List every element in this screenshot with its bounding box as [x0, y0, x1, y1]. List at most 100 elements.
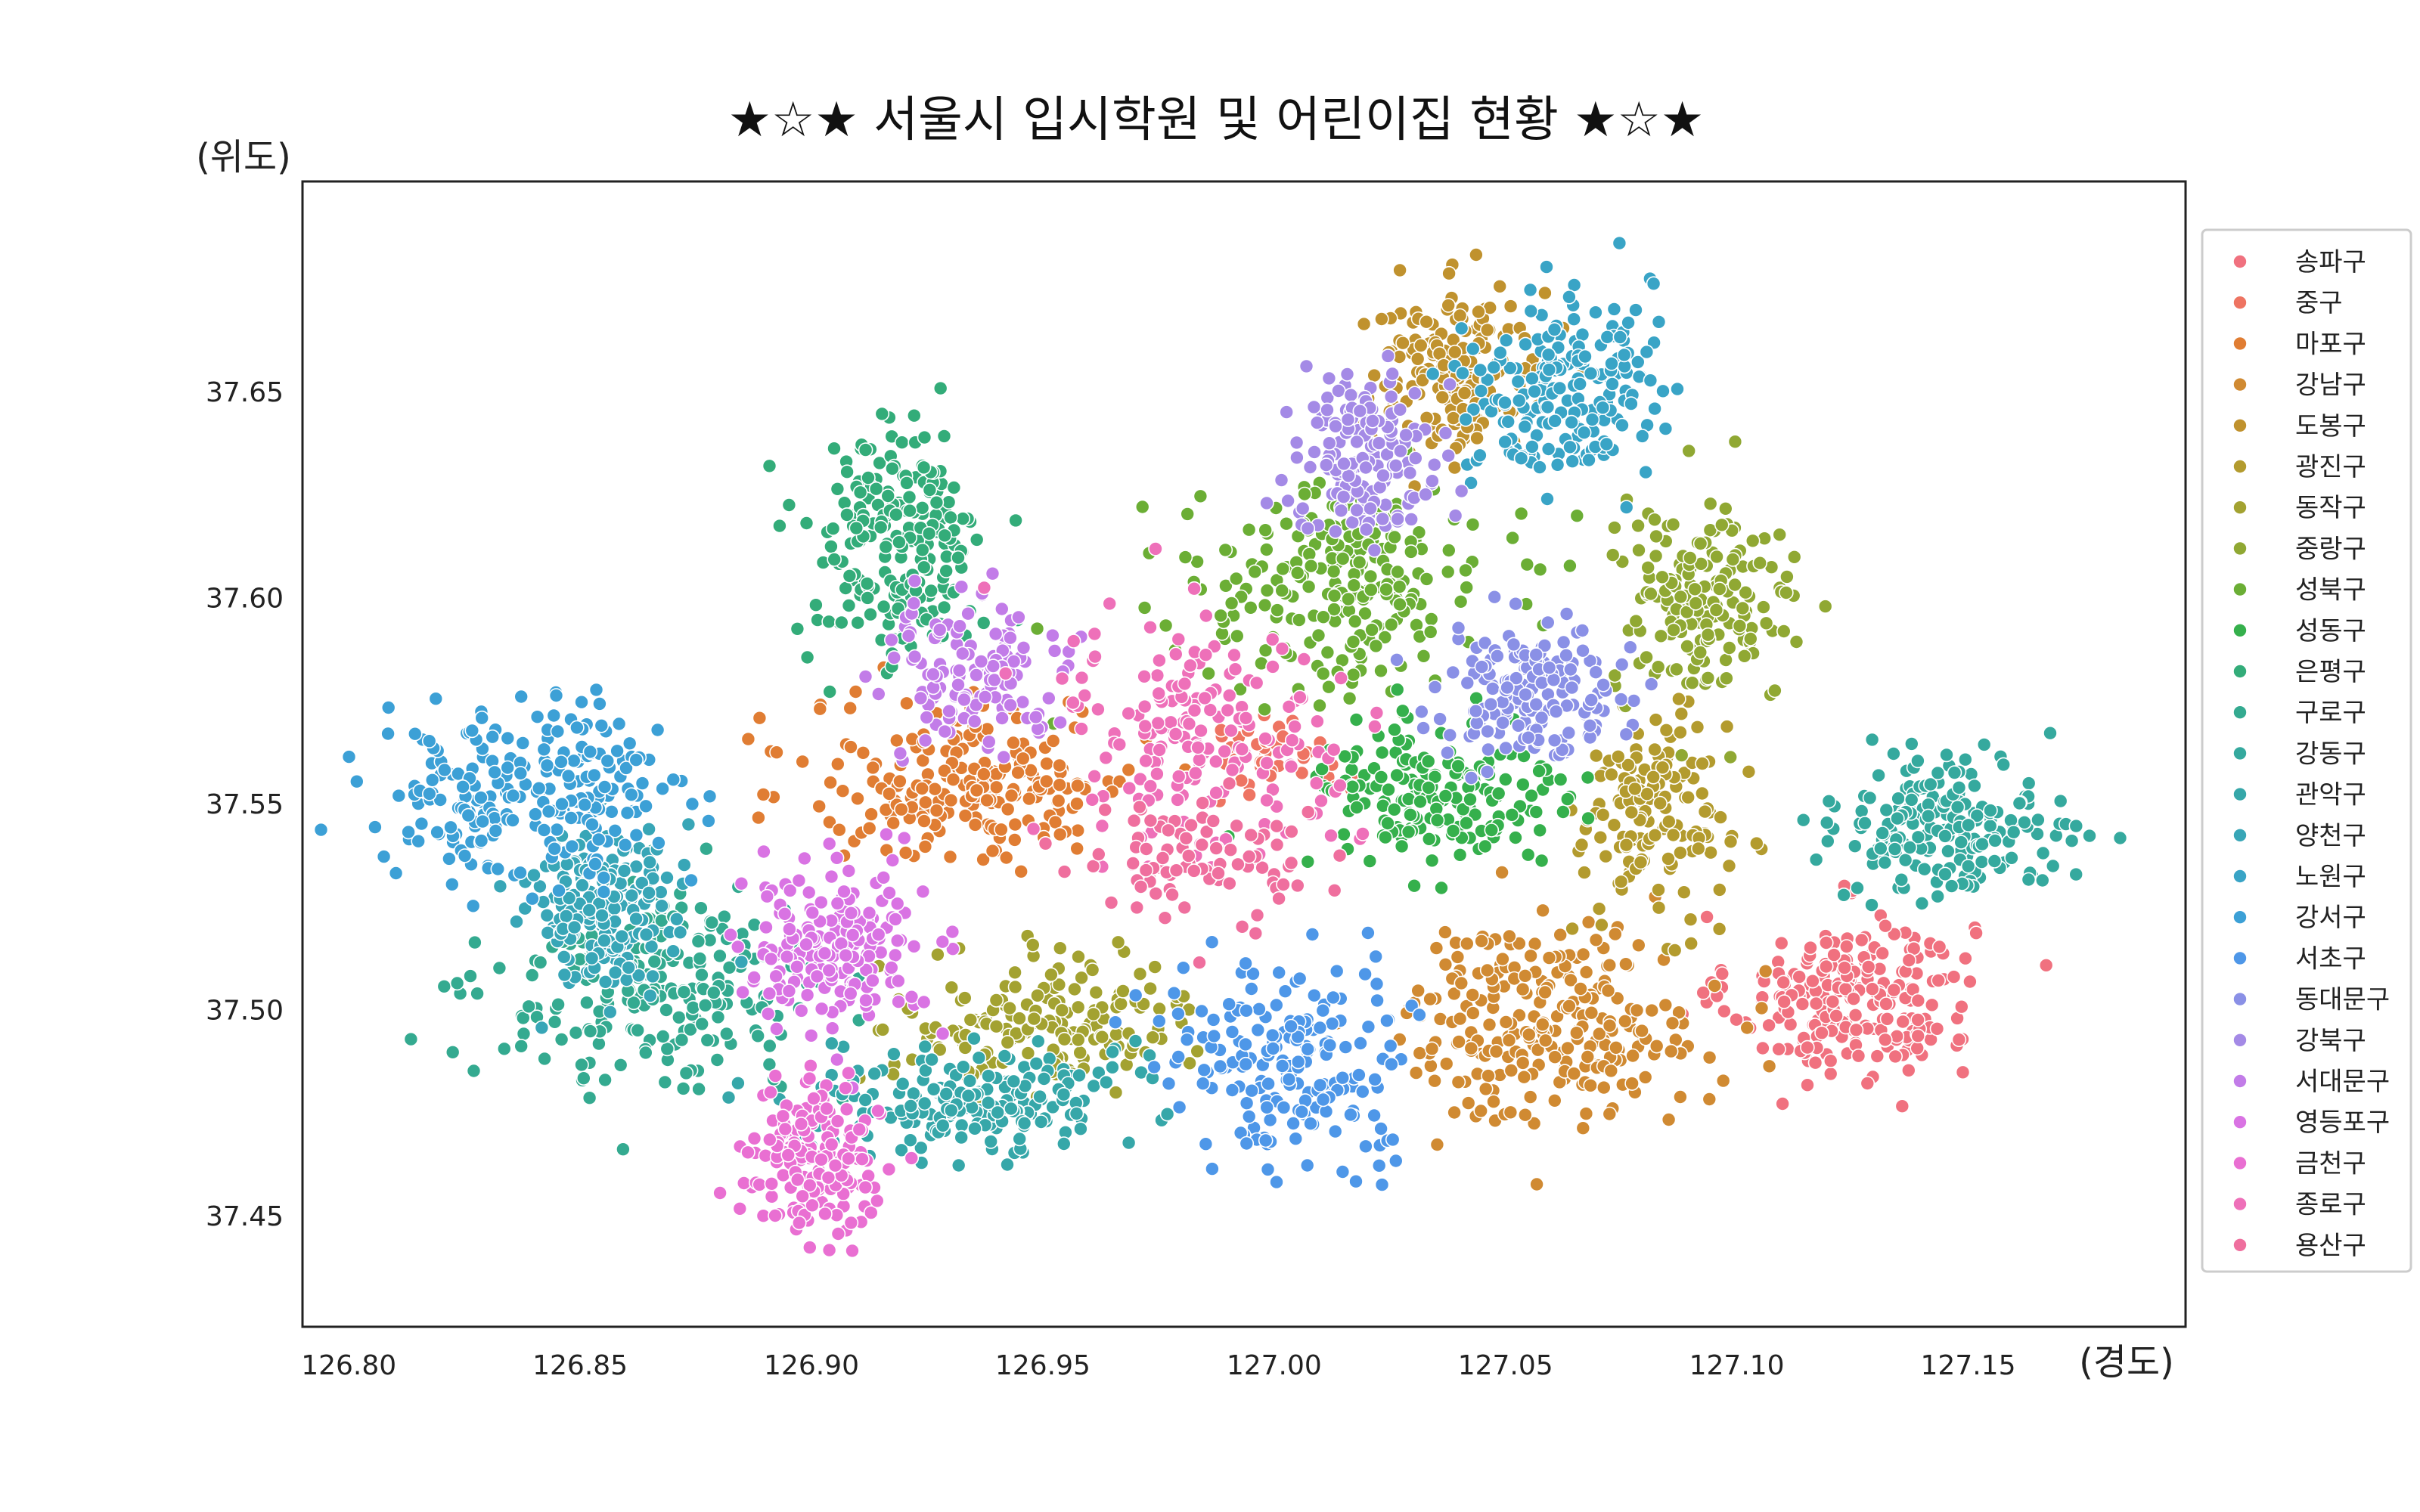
point — [1718, 652, 1733, 668]
point — [1689, 719, 1705, 735]
point — [1408, 1065, 1424, 1080]
point — [1739, 1020, 1754, 1036]
point — [1480, 322, 1495, 338]
point — [977, 689, 993, 705]
legend-marker — [2232, 745, 2248, 761]
point — [1633, 854, 1649, 870]
point — [1356, 316, 1372, 332]
point — [1648, 712, 1664, 727]
legend-marker — [2232, 950, 2248, 966]
point — [650, 722, 666, 738]
point — [1599, 436, 1615, 452]
point — [1594, 917, 1609, 933]
point — [1803, 940, 1818, 956]
point — [870, 1103, 886, 1119]
point — [1663, 1043, 1679, 1059]
point — [513, 1039, 529, 1054]
point — [505, 788, 521, 804]
point — [1564, 680, 1580, 696]
point — [916, 460, 932, 476]
point — [1735, 600, 1751, 616]
point — [1458, 411, 1473, 427]
point — [914, 500, 930, 516]
point — [889, 933, 905, 949]
point — [706, 985, 721, 1000]
point — [927, 781, 942, 797]
point — [391, 788, 407, 804]
point — [916, 994, 932, 1010]
point — [1260, 1162, 1276, 1177]
point — [1137, 699, 1153, 714]
point — [2006, 824, 2021, 840]
point — [436, 979, 452, 994]
point — [1371, 435, 1387, 451]
point — [1651, 882, 1666, 897]
point — [1613, 692, 1629, 707]
point — [1472, 362, 1488, 378]
point — [554, 1032, 569, 1047]
point — [1385, 1132, 1401, 1148]
point — [1289, 565, 1305, 581]
point — [1958, 950, 1973, 966]
point — [1930, 888, 1945, 904]
point — [1007, 832, 1022, 847]
point — [1458, 562, 1473, 578]
point — [1286, 1116, 1301, 1131]
point — [1491, 785, 1506, 801]
point — [990, 1105, 1005, 1120]
point — [1404, 512, 1419, 527]
series-용산구 — [1038, 776, 1348, 970]
point — [1700, 670, 1716, 686]
point — [1258, 731, 1273, 746]
point — [1274, 641, 1290, 656]
point — [1165, 887, 1180, 903]
point — [1364, 622, 1379, 637]
point — [582, 744, 598, 760]
point — [762, 986, 777, 1001]
point — [697, 998, 713, 1013]
point — [1897, 852, 1913, 868]
point — [1518, 686, 1533, 702]
point — [1392, 596, 1407, 612]
point — [1683, 936, 1699, 951]
point — [917, 839, 933, 854]
point — [1562, 558, 1578, 574]
point — [1205, 1161, 1220, 1176]
point — [797, 850, 812, 866]
point — [1531, 764, 1547, 779]
point — [962, 1074, 978, 1089]
legend-marker — [2232, 459, 2248, 474]
point — [1903, 792, 1919, 807]
point — [1221, 776, 1237, 792]
point — [858, 442, 873, 457]
point — [1243, 600, 1258, 615]
point — [1647, 742, 1662, 758]
point — [437, 762, 452, 778]
point — [1345, 779, 1360, 795]
point — [1982, 818, 1998, 834]
point — [575, 878, 590, 893]
point — [1651, 900, 1667, 916]
point — [1318, 457, 1334, 472]
point — [1547, 1093, 1562, 1108]
point — [1450, 1074, 1466, 1090]
point — [1069, 841, 1084, 857]
point — [951, 550, 966, 565]
point — [1526, 1116, 1542, 1131]
point — [888, 947, 903, 963]
point — [582, 1024, 598, 1039]
point — [1807, 1055, 1823, 1070]
point — [1826, 947, 1841, 962]
point — [1143, 779, 1159, 794]
point — [1343, 1107, 1358, 1123]
point — [1003, 697, 1018, 713]
point — [1008, 513, 1023, 528]
point — [1084, 962, 1100, 978]
point — [1584, 412, 1600, 427]
point — [1052, 777, 1067, 792]
point — [1481, 1068, 1496, 1083]
point — [603, 804, 619, 820]
point — [1411, 525, 1427, 541]
point — [886, 1046, 901, 1061]
point — [1527, 383, 1542, 399]
